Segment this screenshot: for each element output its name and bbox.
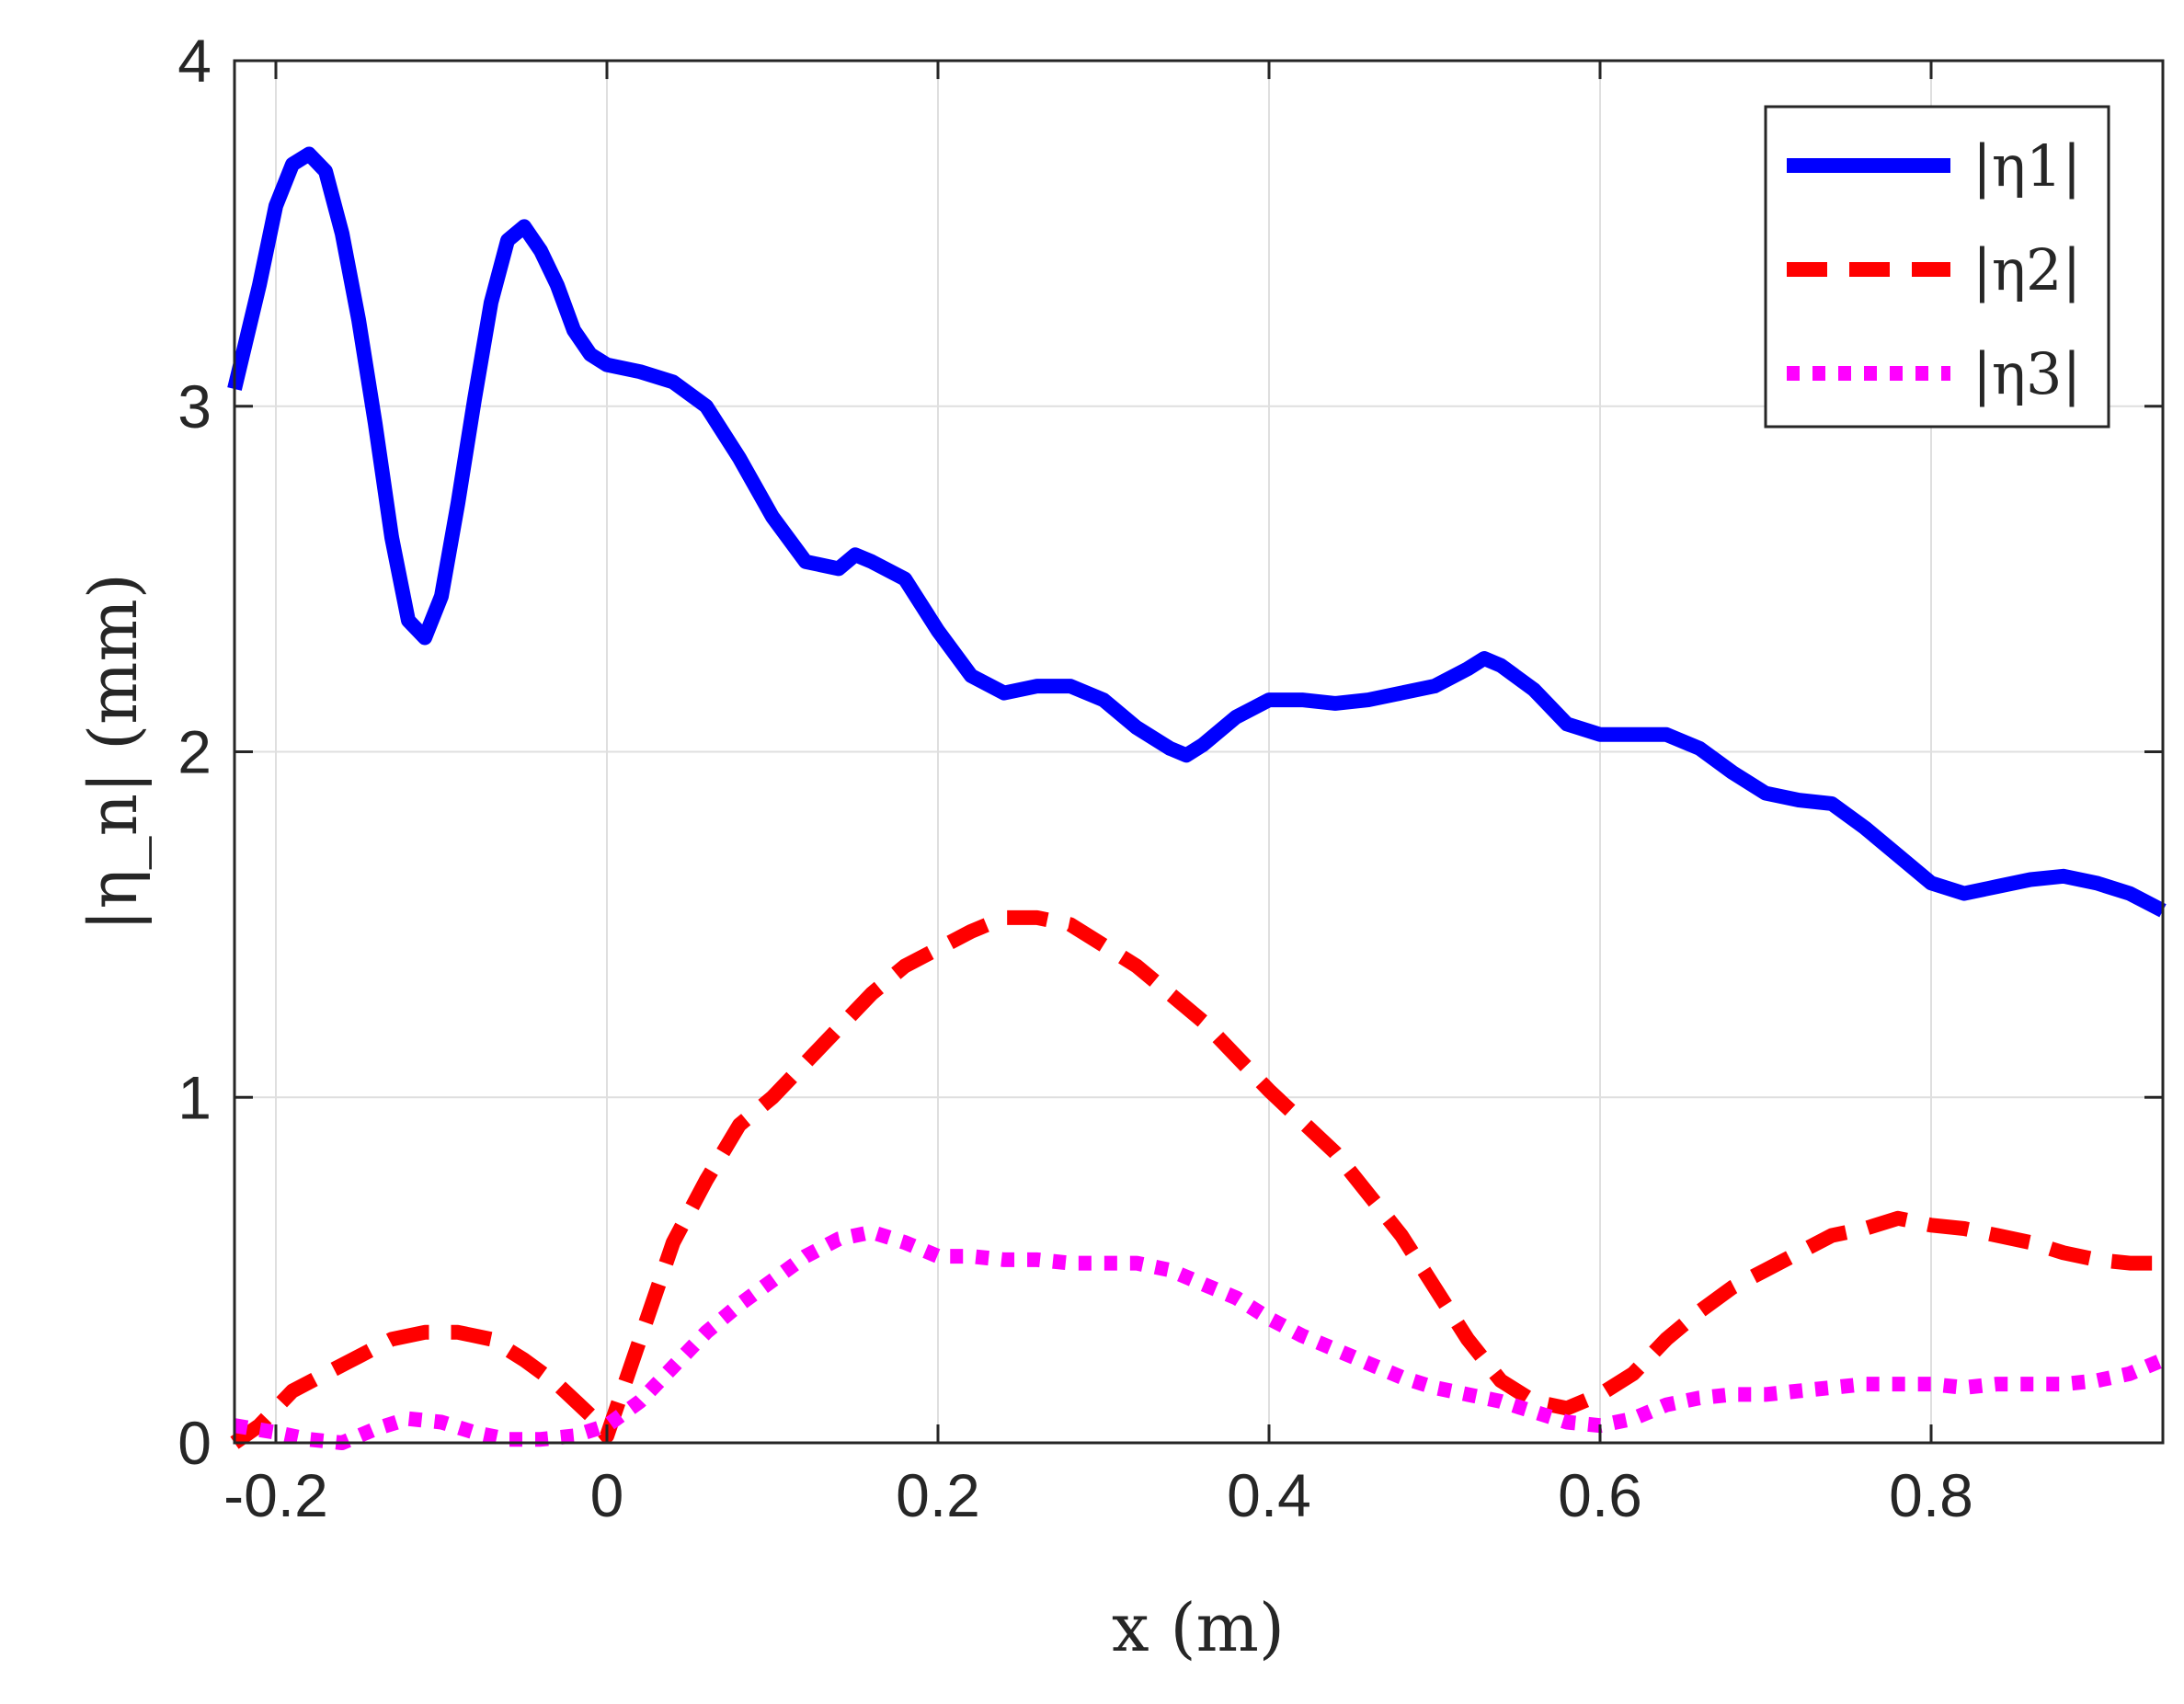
y-tick-label: 2 xyxy=(177,718,212,786)
legend-label-2: |η2| xyxy=(1972,236,2081,303)
x-tick-label: -0.2 xyxy=(223,1461,328,1529)
x-tick-label: 0 xyxy=(590,1461,624,1529)
x-tick-label: 0.8 xyxy=(1889,1461,1973,1529)
legend: |η1| |η2| |η3| xyxy=(1764,105,2110,429)
series-line-2 xyxy=(230,909,2163,1449)
y-tick-label: 3 xyxy=(177,372,212,440)
legend-label-1: |η1| xyxy=(1972,132,2081,200)
y-tick-label: 0 xyxy=(177,1409,212,1477)
legend-items: |η1| |η2| |η3| xyxy=(1787,132,2081,407)
x-tick-label: 0.4 xyxy=(1227,1461,1311,1529)
y-axis-label: |η_n| (mm) xyxy=(74,573,152,932)
legend-label-3: |η3| xyxy=(1972,340,2081,407)
y-tick-label: 4 xyxy=(177,27,212,95)
ticks xyxy=(234,59,2163,1445)
series-layer xyxy=(227,146,2167,1450)
series-line-1 xyxy=(227,146,2167,918)
x-axis-label: x (m) xyxy=(1112,1589,1285,1666)
y-tick-label: 1 xyxy=(177,1063,212,1131)
series-line-3 xyxy=(233,1224,2167,1450)
x-tick-label: 0.2 xyxy=(896,1461,980,1529)
x-tick-label: 0.6 xyxy=(1558,1461,1642,1529)
